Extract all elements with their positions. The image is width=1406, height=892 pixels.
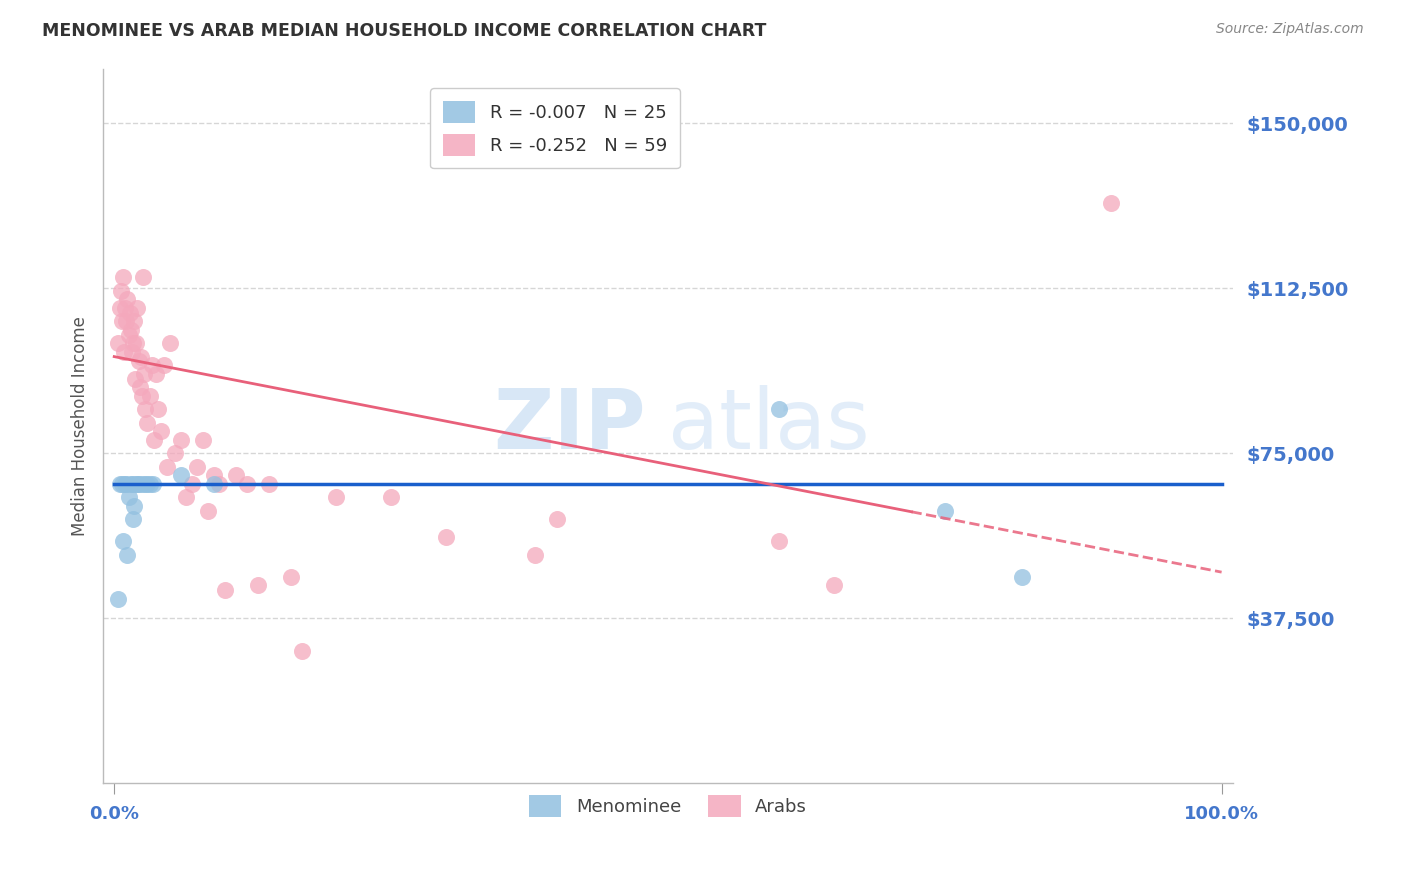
Point <box>136 477 159 491</box>
Point <box>247 578 270 592</box>
Point <box>325 491 347 505</box>
Point <box>121 345 143 359</box>
Point <box>174 491 197 505</box>
Point <box>202 477 225 491</box>
Point <box>148 402 170 417</box>
Point <box>134 477 156 491</box>
Text: ZIP: ZIP <box>494 385 645 467</box>
Point <box>380 491 402 505</box>
Point <box>127 477 149 491</box>
Point <box>125 477 148 491</box>
Point <box>1011 569 1033 583</box>
Point <box>236 477 259 491</box>
Point <box>169 433 191 447</box>
Point <box>115 314 138 328</box>
Point <box>122 336 145 351</box>
Point <box>136 416 159 430</box>
Point <box>138 477 160 491</box>
Text: Source: ZipAtlas.com: Source: ZipAtlas.com <box>1216 22 1364 37</box>
Point <box>138 389 160 403</box>
Point <box>142 477 165 491</box>
Point <box>134 402 156 417</box>
Point <box>122 512 145 526</box>
Point <box>934 503 956 517</box>
Point <box>132 368 155 382</box>
Point <box>280 569 302 583</box>
Point <box>121 477 143 491</box>
Point <box>257 477 280 491</box>
Point <box>225 468 247 483</box>
Point <box>132 270 155 285</box>
Point <box>117 491 139 505</box>
Point <box>117 293 139 307</box>
Point <box>108 301 131 316</box>
Point <box>214 582 236 597</box>
Point <box>108 477 131 491</box>
Point <box>197 503 219 517</box>
Point <box>114 301 136 316</box>
Point <box>114 477 136 491</box>
Point <box>128 477 150 491</box>
Point <box>110 284 132 298</box>
Point <box>120 323 142 337</box>
Point <box>111 477 134 491</box>
Point <box>141 359 163 373</box>
Point <box>524 548 547 562</box>
Point <box>143 433 166 447</box>
Point <box>125 336 148 351</box>
Point <box>546 512 568 526</box>
Point <box>208 477 231 491</box>
Point <box>186 459 208 474</box>
Text: MENOMINEE VS ARAB MEDIAN HOUSEHOLD INCOME CORRELATION CHART: MENOMINEE VS ARAB MEDIAN HOUSEHOLD INCOM… <box>42 22 766 40</box>
Point <box>111 314 134 328</box>
Legend: Menominee, Arabs: Menominee, Arabs <box>522 788 814 824</box>
Point <box>768 534 790 549</box>
Point <box>180 477 202 491</box>
Point <box>131 389 153 403</box>
Point <box>122 499 145 513</box>
Point <box>112 534 135 549</box>
Point <box>169 468 191 483</box>
Point <box>117 327 139 342</box>
Point <box>153 359 176 373</box>
Point <box>156 459 179 474</box>
Point <box>823 578 845 592</box>
Point <box>291 644 314 658</box>
Point <box>128 380 150 394</box>
Point <box>191 433 214 447</box>
Text: atlas: atlas <box>668 385 870 467</box>
Y-axis label: Median Household Income: Median Household Income <box>72 316 89 536</box>
Point <box>129 350 152 364</box>
Point <box>202 468 225 483</box>
Point <box>128 354 150 368</box>
Point <box>112 270 135 285</box>
Point <box>107 591 129 606</box>
Point <box>436 530 458 544</box>
Point <box>107 336 129 351</box>
Point <box>131 477 153 491</box>
Point <box>118 305 141 319</box>
Point <box>112 345 135 359</box>
Point <box>159 336 181 351</box>
Point <box>768 402 790 417</box>
Point <box>115 477 138 491</box>
Point <box>127 301 149 316</box>
Point <box>122 314 145 328</box>
Point <box>117 548 139 562</box>
Point <box>165 446 187 460</box>
Point <box>124 371 146 385</box>
Point <box>120 477 142 491</box>
Point <box>149 425 172 439</box>
Point <box>1099 195 1122 210</box>
Point <box>145 368 167 382</box>
